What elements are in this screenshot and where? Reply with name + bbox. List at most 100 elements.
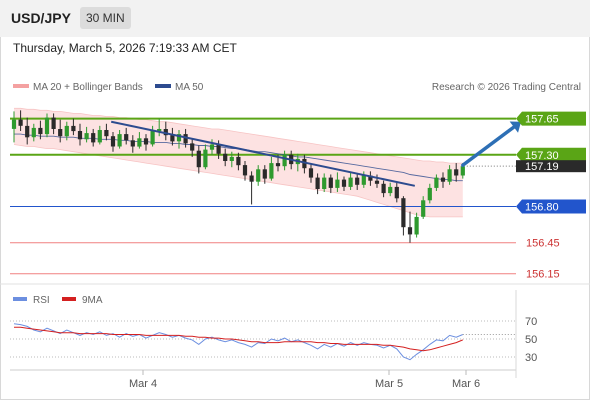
forecast-arrow-head <box>509 121 522 133</box>
candle-bullish <box>447 169 452 182</box>
candle-bearish <box>77 131 83 140</box>
candle-bearish <box>104 130 109 137</box>
level-labels: 157.65 157.30 156.80 156.45 156.15 157.19 <box>516 111 586 281</box>
candle-bullish <box>137 138 142 147</box>
rsi-9ma-line <box>14 326 463 352</box>
level-tag-resistance <box>516 111 586 126</box>
rsi-tick-label: 30 <box>525 352 537 364</box>
candle-bearish <box>355 177 360 185</box>
rsi-pane: 70 50 30 <box>10 316 537 364</box>
candle-bearish <box>341 179 347 187</box>
candle-bearish <box>38 127 43 135</box>
legend-9ma-swatch <box>62 297 76 301</box>
candle-bearish <box>216 144 221 154</box>
candle-bearish <box>440 177 446 182</box>
level-label-resistance: 157.65 <box>525 114 559 126</box>
candle-bearish <box>308 168 314 178</box>
level-label-pivot: 156.80 <box>525 202 559 214</box>
candle-bullish <box>117 134 122 147</box>
candle-bearish <box>381 183 386 194</box>
candle-bullish <box>388 186 393 194</box>
timeframe-badge[interactable]: 30 MIN <box>80 7 131 29</box>
candle-bearish <box>223 153 228 161</box>
candle-bullish <box>256 169 261 182</box>
candle-bullish <box>414 216 419 235</box>
candle-bearish <box>130 140 135 147</box>
candle-bullish <box>150 131 155 145</box>
header-bar: USD/JPY 30 MIN <box>0 0 590 37</box>
candle-bearish <box>58 129 63 137</box>
x-tick-label: Mar 5 <box>375 378 403 390</box>
level-label-support: 156.15 <box>526 269 560 281</box>
candle-bullish <box>229 156 234 161</box>
candle-bearish <box>143 138 149 145</box>
candle-bearish <box>190 143 195 151</box>
candle-bearish <box>368 175 373 181</box>
legend-rsi-swatch <box>13 297 27 301</box>
candle-bullish <box>348 177 353 187</box>
candle-bullish <box>335 179 340 188</box>
legend-ma50: MA 50 <box>175 82 204 93</box>
candle-bearish <box>236 156 241 166</box>
candle-bearish <box>51 117 56 129</box>
candle-bearish <box>407 227 413 235</box>
candle-bullish <box>44 117 50 135</box>
candle-bullish <box>269 163 274 179</box>
symbol-title: USD/JPY <box>11 10 71 26</box>
candle-bullish <box>209 144 215 150</box>
rsi-tick-label: 70 <box>525 316 537 328</box>
candle-bullish <box>97 130 102 143</box>
candle-bearish <box>18 119 23 126</box>
level-label-support: 156.45 <box>526 238 560 250</box>
candle-bearish <box>110 136 116 147</box>
candle-bearish <box>196 150 201 168</box>
candle-bearish <box>183 134 188 144</box>
candle-bearish <box>262 169 267 179</box>
candle-bearish <box>302 158 307 169</box>
candle-bullish <box>176 134 182 142</box>
candle-bullish <box>427 187 432 201</box>
trendline <box>110 120 416 187</box>
candle-bearish <box>71 125 76 132</box>
level-tag-pivot <box>516 199 586 214</box>
candle-bearish <box>163 129 168 136</box>
candle-bearish <box>374 180 380 184</box>
candle-bullish <box>84 133 89 140</box>
level-tag-resistance <box>516 147 586 162</box>
candle-bullish <box>11 119 17 129</box>
candle-bearish <box>25 125 30 138</box>
candle-bullish <box>460 166 465 176</box>
candle-bullish <box>31 127 36 138</box>
candle-bearish <box>454 169 459 176</box>
x-tick-label: Mar 6 <box>452 378 480 390</box>
x-tick-label: Mar 4 <box>129 378 157 390</box>
candle-bullish <box>157 129 162 132</box>
candle-bullish <box>434 177 439 188</box>
candle-bearish <box>328 177 333 188</box>
candle-bullish <box>203 149 208 168</box>
legend-ma50-swatch <box>155 84 171 88</box>
legend-ma20-swatch <box>13 84 29 88</box>
candle-bullish <box>282 154 287 167</box>
legend-ma20: MA 20 + Bollinger Bands <box>33 82 143 93</box>
timestamp: Thursday, March 5, 2026 7:19:33 AM CET <box>13 41 237 55</box>
candle-bearish <box>124 134 129 141</box>
candle-bullish <box>64 125 69 137</box>
candle-bullish <box>421 200 426 217</box>
price-pane <box>10 107 522 275</box>
last-price-label: 157.19 <box>525 161 559 173</box>
candle-bullish <box>322 177 327 189</box>
candle-bearish <box>275 163 281 167</box>
candle-bullish <box>361 175 366 185</box>
rsi-line <box>13 323 463 361</box>
candle-bearish <box>242 165 248 176</box>
level-label-resistance: 157.30 <box>525 150 559 162</box>
legend-9ma: 9MA <box>82 295 103 306</box>
candle-bearish <box>170 135 175 142</box>
candle-bearish <box>401 198 406 228</box>
research-credit: Research © 2026 Trading Central <box>432 82 581 93</box>
candle-bearish <box>249 175 254 182</box>
last-price-tag <box>516 160 586 173</box>
rsi-tick-label: 50 <box>525 334 537 346</box>
